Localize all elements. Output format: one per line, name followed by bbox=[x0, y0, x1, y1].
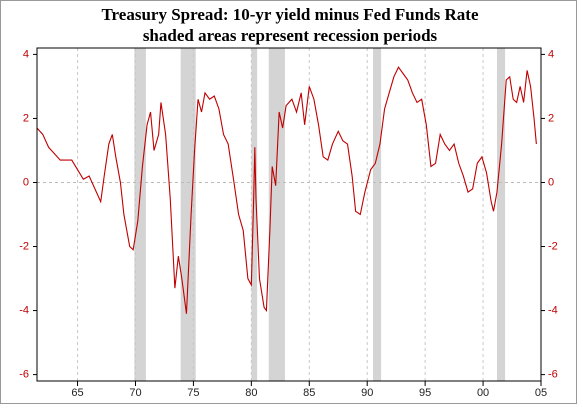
x-tick-label: 75 bbox=[187, 387, 199, 399]
x-tick-label: 70 bbox=[129, 387, 141, 399]
x-tick-label: 65 bbox=[71, 387, 83, 399]
recession-band bbox=[268, 48, 285, 381]
x-tick-label: 95 bbox=[419, 387, 431, 399]
recession-band bbox=[373, 48, 382, 381]
y-tick-label: 0 bbox=[23, 176, 29, 188]
plot-frame bbox=[36, 47, 542, 382]
recession-band bbox=[134, 48, 146, 381]
y2-tick-label: 0 bbox=[548, 176, 554, 188]
y2-tick-label: -2 bbox=[548, 240, 558, 252]
y-tick-label: -6 bbox=[19, 369, 29, 381]
y-tick-label: -4 bbox=[19, 304, 29, 316]
y-tick-label: 4 bbox=[23, 48, 29, 60]
x-tick-label: 90 bbox=[361, 387, 373, 399]
chart-subtitle: shaded areas represent recession periods bbox=[143, 26, 438, 45]
x-tick-label: 80 bbox=[245, 387, 257, 399]
y2-tick-label: -6 bbox=[548, 369, 558, 381]
spread-line bbox=[36, 66, 537, 314]
y2-tick-label: -4 bbox=[548, 304, 558, 316]
x-tick-label: 85 bbox=[303, 387, 315, 399]
recession-band bbox=[251, 48, 258, 381]
recession-band bbox=[496, 48, 506, 381]
x-tick-label: 00 bbox=[477, 387, 489, 399]
y2-tick-label: 4 bbox=[548, 48, 554, 60]
y2-tick-label: 2 bbox=[548, 112, 554, 124]
chart-title: Treasury Spread: 10-yr yield minus Fed F… bbox=[101, 5, 478, 24]
x-tick-label: 05 bbox=[535, 387, 547, 399]
y-tick-label: 2 bbox=[23, 112, 29, 124]
y-tick-label: -2 bbox=[19, 240, 29, 252]
